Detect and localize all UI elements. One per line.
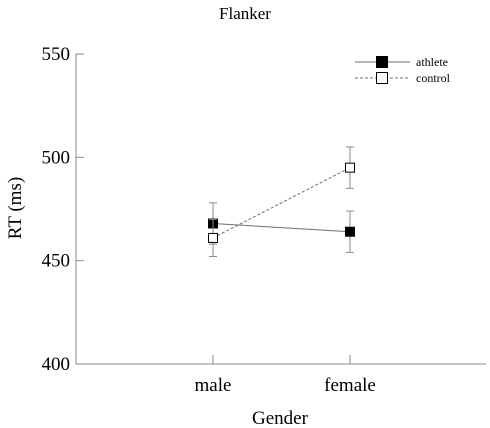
- y-tick-label: 500: [42, 147, 71, 168]
- data-point-control: [208, 232, 218, 243]
- y-tick-label: 400: [42, 354, 71, 375]
- legend-marker-athlete: [376, 56, 388, 68]
- series-group: [208, 146, 355, 258]
- legend-item-athlete: athlete: [355, 55, 448, 69]
- data-point-athlete: [345, 226, 355, 237]
- y-ticks: 400 450 500 550: [42, 44, 84, 375]
- legend-marker-control: [376, 72, 388, 84]
- data-point-control: [345, 162, 355, 173]
- series-line-control: [212, 167, 351, 239]
- axes: [75, 54, 486, 365]
- x-axis-label: Gender: [252, 408, 309, 428]
- y-axis-label: RT (ms): [5, 177, 26, 239]
- series-line-athlete: [212, 222, 351, 233]
- x-tick-label-female: female: [324, 375, 376, 396]
- series-athlete: [208, 202, 355, 253]
- x-ticks: male female: [195, 355, 376, 396]
- legend-item-control: control: [355, 71, 451, 85]
- legend-label-control: control: [416, 71, 451, 85]
- y-tick-label: 450: [42, 251, 71, 272]
- chart-title: Flanker: [219, 4, 271, 23]
- series-control: [208, 146, 355, 258]
- legend: athlete control: [355, 55, 451, 85]
- x-tick-label-male: male: [195, 375, 232, 396]
- legend-label-athlete: athlete: [416, 55, 448, 69]
- y-tick-label: 550: [42, 44, 71, 65]
